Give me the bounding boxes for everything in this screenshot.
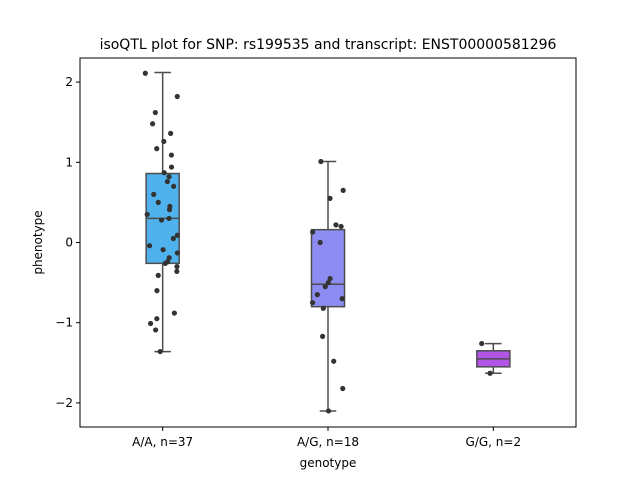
data-point: [154, 288, 160, 294]
data-point: [325, 408, 332, 414]
x-tick-label: A/A, n=37: [132, 435, 193, 449]
data-point: [148, 320, 154, 327]
data-point: [150, 121, 156, 127]
y-axis-label: phenotype: [31, 210, 45, 274]
y-tick-label: 2: [65, 75, 73, 89]
data-point: [320, 305, 326, 311]
data-point: [168, 130, 174, 137]
data-point: [327, 195, 333, 201]
data-point: [309, 300, 316, 306]
data-point: [487, 370, 493, 376]
data-point: [314, 292, 320, 298]
y-tick-label: 1: [65, 155, 73, 169]
data-point: [161, 170, 167, 176]
data-point: [152, 109, 158, 116]
data-point: [171, 310, 177, 316]
data-point: [170, 235, 176, 242]
data-point: [157, 348, 163, 355]
data-point: [174, 250, 180, 256]
data-point: [317, 239, 323, 246]
y-tick-label: −1: [55, 316, 73, 330]
box-group: [142, 70, 180, 355]
data-point: [166, 215, 172, 222]
data-point: [310, 229, 316, 235]
data-point: [142, 70, 148, 76]
data-point: [155, 272, 161, 278]
data-point: [171, 183, 177, 189]
x-axis-label: genotype: [300, 456, 357, 470]
x-tick-label: G/G, n=2: [466, 435, 522, 449]
y-tick-label: 0: [65, 236, 73, 250]
data-point: [166, 207, 173, 213]
data-point: [146, 243, 153, 249]
box-group: [309, 158, 346, 414]
data-point: [144, 211, 150, 218]
box-group: [476, 340, 511, 376]
data-point: [319, 333, 326, 339]
data-point: [318, 158, 324, 165]
data-point: [338, 223, 344, 230]
axes: −2 −1 0 1 2 A/A, n=37 A/G, n=18 G/G, n=2: [55, 75, 521, 449]
y-tick-label: −2: [55, 396, 73, 410]
data-point: [339, 296, 345, 302]
data-point: [325, 280, 331, 286]
data-point: [154, 316, 160, 322]
data-point: [166, 255, 172, 261]
data-point: [340, 187, 346, 193]
data-point: [322, 284, 328, 290]
data-point: [158, 217, 165, 223]
data-point: [153, 327, 159, 333]
data-point: [162, 260, 168, 266]
x-tick-label: A/G, n=18: [297, 435, 359, 449]
data-point: [479, 340, 485, 347]
data-point: [333, 222, 339, 228]
data-point: [161, 138, 167, 145]
data-point: [168, 152, 175, 158]
data-point: [331, 358, 337, 364]
data-point: [174, 263, 180, 270]
data-point: [166, 174, 172, 180]
data-point: [174, 232, 180, 238]
data-point: [174, 93, 180, 100]
data-point: [168, 164, 175, 170]
data-point: [155, 199, 161, 205]
data-point: [327, 275, 333, 282]
data-point: [340, 385, 346, 392]
plot-area: [142, 70, 511, 414]
data-point: [174, 268, 180, 274]
data-point: [160, 247, 166, 253]
data-point: [151, 191, 157, 197]
data-point: [154, 146, 160, 152]
chart-title: isoQTL plot for SNP: rs199535 and transc…: [100, 37, 557, 53]
data-point: [164, 178, 170, 185]
